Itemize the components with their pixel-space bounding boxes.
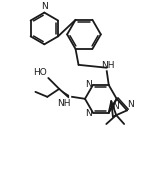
Text: N: N — [41, 2, 48, 11]
Text: N: N — [112, 102, 119, 111]
Text: N: N — [85, 80, 92, 89]
Text: HO: HO — [34, 68, 47, 77]
Text: NH: NH — [58, 99, 71, 108]
Text: NH: NH — [101, 61, 115, 70]
Polygon shape — [59, 89, 69, 99]
Text: N: N — [85, 108, 92, 118]
Text: N: N — [128, 100, 134, 109]
